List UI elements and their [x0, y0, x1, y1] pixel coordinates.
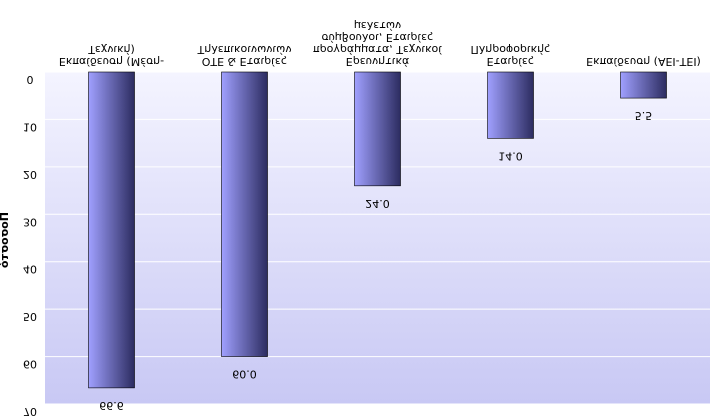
bar [88, 71, 135, 389]
y-tick-label: 10 [23, 120, 37, 133]
y-tick-label: 0 [27, 73, 34, 86]
y-axis-label: Ποσοστό [0, 212, 11, 268]
category-label: Ερευνητικά [346, 55, 409, 68]
bar [221, 71, 268, 357]
category-label: Τεχνική) [87, 43, 135, 56]
category-label: Πληροφορικής [470, 43, 550, 56]
y-tick-label: 70 [23, 405, 37, 416]
category-label: μελετών [354, 19, 401, 32]
y-tick-label: 40 [23, 263, 37, 276]
value-label: 14.0 [498, 149, 523, 162]
value-label: 60.0 [232, 368, 257, 381]
bar [354, 71, 401, 187]
category-label: προγράμματα, Τεχνικοί [313, 43, 442, 56]
category-label: σύμβουλοι, Εταιρίες [321, 31, 433, 44]
category-label: Εταιρίες [487, 55, 535, 68]
category-label: Τηλεπικοινωνιών [196, 43, 291, 56]
y-tick-label: 20 [23, 168, 37, 181]
category-label: Εκπαίδευση (Μέση- [59, 55, 164, 68]
category-label: ΟΤΕ & Εταιρίες [202, 55, 288, 68]
category-label: Εκπαίδευση (ΑΕΙ-ΤΕΙ) [586, 55, 701, 68]
value-label: 5.5 [635, 109, 653, 122]
value-label: 24.0 [365, 197, 390, 210]
y-tick-label: 50 [23, 310, 37, 323]
bar [487, 71, 534, 139]
value-label: 66.6 [99, 399, 124, 412]
y-tick-label: 60 [23, 358, 37, 371]
bar [620, 71, 667, 99]
y-tick-label: 30 [23, 215, 37, 228]
